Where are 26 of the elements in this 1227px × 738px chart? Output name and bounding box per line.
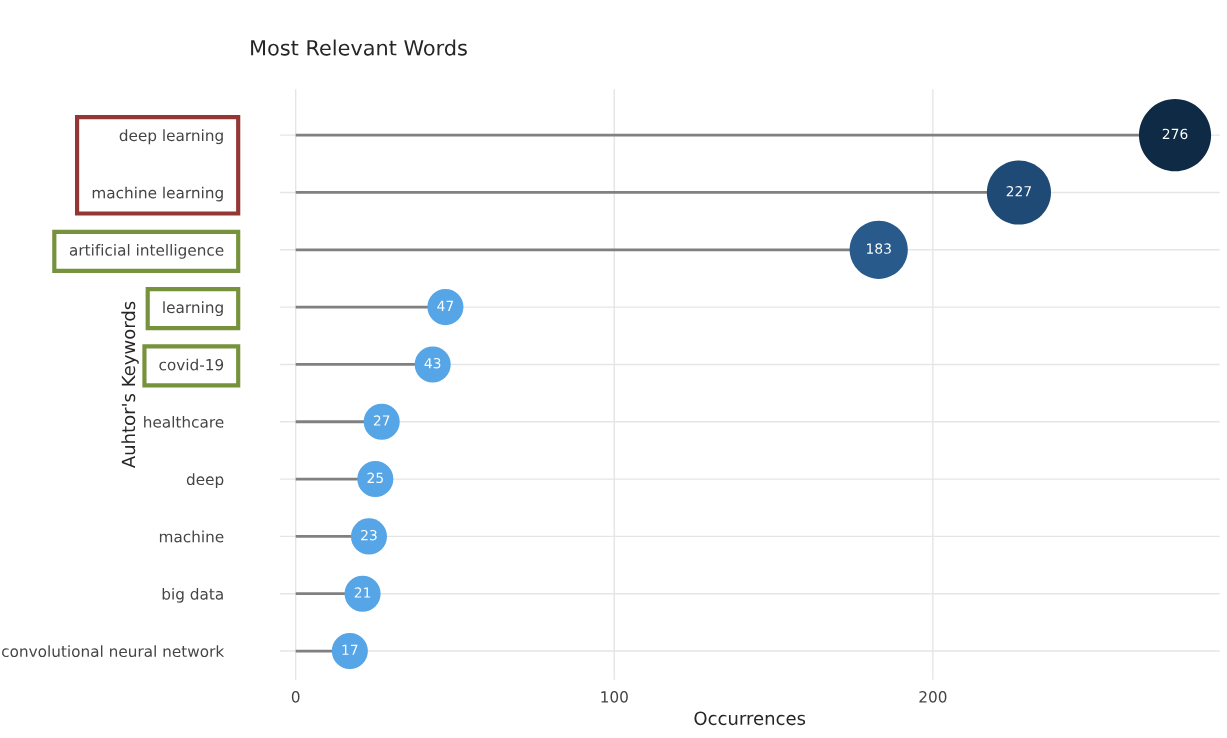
y-tick-label: machine learning <box>92 186 223 202</box>
y-tick-label: learning <box>163 301 223 317</box>
data-label: 43 <box>424 357 441 369</box>
data-label: 17 <box>342 644 358 655</box>
y-tick-label: deep <box>186 473 224 489</box>
data-label: 25 <box>367 472 383 484</box>
data-label: 276 <box>1162 128 1188 140</box>
y-tick-label: covid-19 <box>159 358 224 371</box>
data-label: 23 <box>361 529 377 541</box>
y-tick-label: big data <box>162 587 223 603</box>
y-tick-label: artificial intelligence <box>69 243 224 259</box>
data-label: 21 <box>354 587 371 598</box>
x-tick-label: 0 <box>291 691 300 703</box>
data-label: 227 <box>1006 186 1031 197</box>
data-label: 183 <box>867 243 891 254</box>
y-axis-title: Auhtor's Keywords <box>121 301 139 469</box>
y-tick-label: convolutional neural network <box>2 645 225 658</box>
data-label: 47 <box>437 300 454 311</box>
y-tick-label: healthcare <box>144 415 224 428</box>
y-tick-label: deep learning <box>119 129 223 145</box>
data-label: 27 <box>373 415 390 426</box>
chart-title: Most Relevant Words <box>251 39 467 56</box>
x-tick-label: 100 <box>601 691 628 703</box>
x-axis-title: Occurrences <box>694 711 806 726</box>
y-tick-label: machine <box>159 530 224 543</box>
x-tick-label: 200 <box>919 691 947 703</box>
